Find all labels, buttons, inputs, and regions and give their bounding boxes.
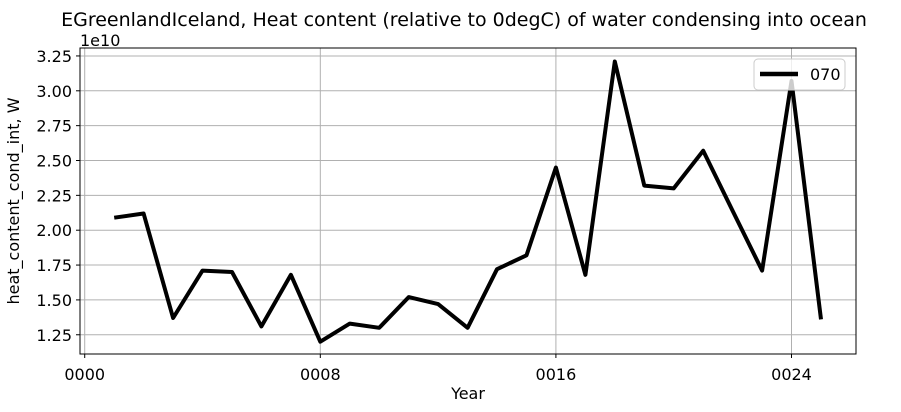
chart-title: EGreenlandIceland, Heat content (relativ… <box>61 9 867 31</box>
series-line-070 <box>113 59 823 344</box>
y-tick-label: 2.75 <box>36 117 72 136</box>
y-tick-label: 3.25 <box>36 47 72 66</box>
y-tick-label: 1.25 <box>36 326 72 345</box>
legend-label: 070 <box>810 65 841 84</box>
y-tick-label: 1.50 <box>36 291 72 310</box>
legend: 070 <box>753 58 846 91</box>
x-tick-label: 0000 <box>64 365 105 384</box>
axis-ticks: 0000 0008 0016 0024 1.25 1.50 1.75 2.00 2.25 2.50… <box>36 47 811 384</box>
x-axis-label: Year <box>450 384 485 403</box>
data-series <box>113 59 823 344</box>
y-axis-label: heat_content_cond_int, W <box>4 97 24 304</box>
legend-box <box>753 58 846 91</box>
x-tick-label: 0016 <box>536 365 577 384</box>
y-tick-label: 2.00 <box>36 221 72 240</box>
y-tick-label: 2.25 <box>36 186 72 205</box>
y-axis-offset-label: 1e10 <box>80 31 120 50</box>
plot-border <box>79 47 857 355</box>
x-tick-label: 0024 <box>771 365 812 384</box>
gridlines <box>80 48 856 354</box>
y-tick-label: 3.00 <box>36 82 72 101</box>
y-tick-label: 2.50 <box>36 152 72 171</box>
y-tick-label: 1.75 <box>36 256 72 275</box>
x-tick-label: 0008 <box>300 365 341 384</box>
